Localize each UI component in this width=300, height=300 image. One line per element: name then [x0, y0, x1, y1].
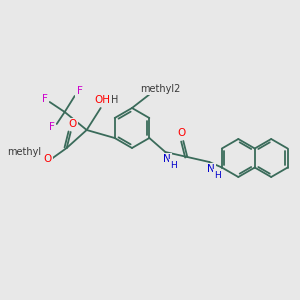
Text: N: N: [164, 154, 171, 164]
Text: F: F: [42, 94, 48, 104]
Text: H: H: [111, 95, 118, 105]
Text: N: N: [207, 164, 215, 174]
Text: F: F: [49, 122, 55, 132]
Text: F: F: [77, 86, 82, 96]
Text: O: O: [44, 154, 52, 164]
Text: OH: OH: [95, 95, 111, 105]
Text: O: O: [177, 128, 185, 138]
Text: O: O: [69, 119, 77, 129]
Text: H: H: [170, 160, 177, 169]
Text: methyl: methyl: [8, 147, 42, 157]
Text: H: H: [214, 170, 221, 179]
Text: methyl2: methyl2: [140, 84, 180, 94]
